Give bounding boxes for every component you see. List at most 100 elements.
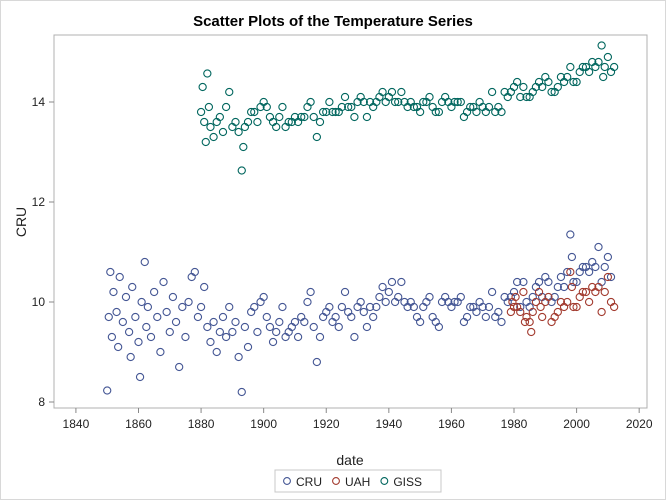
data-point	[221, 332, 231, 342]
data-point	[531, 297, 541, 307]
data-point	[550, 292, 559, 302]
data-point	[272, 122, 281, 132]
data-point	[303, 297, 312, 307]
data-point	[265, 322, 275, 332]
data-point	[511, 292, 520, 302]
data-point	[434, 322, 444, 332]
data-point	[394, 292, 403, 302]
data-point	[415, 107, 425, 117]
data-point	[337, 302, 347, 312]
data-point	[200, 117, 209, 127]
data-point	[559, 282, 569, 292]
data-point	[594, 282, 603, 292]
data-point	[472, 107, 481, 117]
data-point	[218, 312, 228, 322]
data-point	[253, 117, 262, 127]
data-point	[331, 107, 340, 117]
chart-title: Scatter Plots of the Temperature Series	[193, 13, 473, 30]
data-point	[425, 292, 434, 302]
data-point	[206, 122, 215, 132]
data-point	[584, 67, 594, 77]
data-point	[569, 302, 578, 312]
data-point	[462, 312, 472, 322]
data-point	[603, 272, 613, 282]
legend	[274, 469, 442, 493]
data-point	[362, 322, 372, 332]
data-point	[397, 277, 406, 287]
data-point	[268, 337, 278, 347]
data-point	[569, 77, 578, 87]
data-point	[126, 352, 135, 362]
data-point	[553, 282, 562, 292]
data-point	[243, 117, 253, 127]
data-point	[509, 302, 519, 312]
data-point	[149, 287, 159, 297]
data-point	[347, 102, 356, 112]
data-point	[162, 307, 171, 317]
data-point	[538, 82, 547, 92]
data-point	[456, 97, 465, 107]
data-point	[528, 307, 537, 317]
data-point	[225, 302, 234, 312]
data-point	[315, 117, 325, 127]
data-point	[250, 302, 259, 312]
data-point	[200, 282, 209, 292]
data-point	[519, 82, 528, 92]
legend-label: UAH	[345, 475, 370, 489]
data-point	[334, 322, 343, 332]
data-point	[253, 327, 262, 337]
data-point	[594, 57, 603, 67]
data-point	[453, 97, 462, 107]
data-point	[365, 302, 375, 312]
data-point	[553, 307, 562, 317]
data-point	[359, 97, 368, 107]
x-tick-label: 1980	[501, 417, 528, 431]
data-point	[275, 112, 284, 122]
series-uah	[506, 267, 619, 337]
data-point	[419, 97, 428, 107]
data-point	[128, 282, 137, 292]
data-point	[466, 102, 475, 112]
data-point	[534, 277, 544, 287]
data-point	[544, 292, 553, 302]
data-point	[156, 347, 165, 357]
data-point	[567, 252, 577, 262]
data-point	[171, 317, 181, 327]
data-point	[409, 302, 419, 312]
data-point	[143, 302, 153, 312]
x-tick-label: 2000	[563, 417, 590, 431]
data-point	[600, 62, 609, 72]
data-point	[201, 137, 210, 147]
data-point	[278, 102, 287, 112]
data-point	[181, 332, 190, 342]
data-point	[103, 386, 112, 395]
data-point	[350, 112, 359, 122]
data-point	[487, 87, 497, 97]
data-point	[193, 312, 203, 322]
data-point	[497, 317, 506, 327]
data-point	[434, 107, 444, 117]
data-point	[246, 107, 256, 117]
data-point	[106, 267, 115, 277]
data-point	[425, 92, 434, 102]
data-point	[275, 317, 284, 327]
data-point	[209, 317, 218, 327]
data-point	[328, 107, 337, 117]
data-point	[516, 302, 525, 312]
legend-item-giss: GISS	[380, 475, 422, 489]
data-point	[527, 327, 536, 337]
data-point	[566, 267, 575, 277]
data-point	[306, 97, 315, 107]
x-axis-label: date	[336, 452, 363, 468]
data-point	[566, 62, 575, 72]
data-point	[597, 307, 606, 317]
data-point	[165, 327, 174, 337]
data-point	[250, 107, 259, 117]
data-point	[135, 372, 145, 382]
data-point	[137, 297, 146, 307]
data-point	[121, 292, 131, 302]
data-point	[487, 287, 497, 297]
legend-label: GISS	[393, 475, 422, 489]
data-point	[544, 277, 553, 287]
data-point	[312, 132, 322, 142]
